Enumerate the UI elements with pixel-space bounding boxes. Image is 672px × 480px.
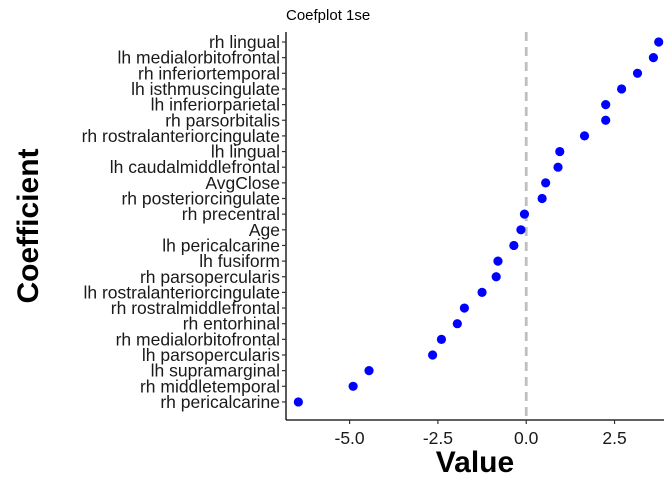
coefficient-point [555, 146, 565, 157]
coefficient-point [553, 162, 563, 172]
coefficient-point [348, 381, 358, 391]
coefficient-point [601, 100, 611, 110]
coefficient-point [601, 115, 611, 125]
coefficient-point [491, 272, 501, 282]
coefficient-point [452, 319, 462, 329]
coefficient-point [648, 53, 659, 63]
y-tick-label: rh parsorbitalis [165, 110, 280, 130]
y-tick-label: lh supramarginal [151, 361, 280, 381]
y-tick-label: lh inferiorparietal [151, 95, 280, 115]
y-tick-label: Age [249, 220, 280, 240]
coefficient-point [493, 256, 503, 266]
y-tick-label: lh lingual [211, 142, 280, 162]
y-tick-label: rh rostralmiddlefrontal [111, 298, 280, 318]
coefficient-point [541, 178, 551, 188]
y-tick-label: rh pericalcarine [160, 392, 280, 412]
coefficient-point [617, 84, 627, 94]
coefficient-point [459, 303, 470, 313]
y-tick-label: rh middletemporal [140, 376, 280, 396]
y-axis-title: Coefficient [12, 148, 45, 303]
x-tick-label: -5.0 [335, 428, 365, 448]
chart-title: Coefplot 1se [286, 7, 370, 24]
y-tick-label: lh caudalmiddlefrontal [110, 157, 280, 177]
coefficient-point [293, 397, 303, 407]
coefficient-point [519, 209, 530, 219]
coefficient-point [632, 68, 643, 78]
y-tick-label: lh rostralanteriorcingulate [84, 282, 281, 302]
coefficient-point [509, 240, 519, 251]
y-tick-label: lh parsopercularis [142, 345, 280, 365]
y-tick-label: rh lingual [209, 32, 280, 52]
y-tick-label: lh medialorbitofrontal [118, 48, 280, 68]
x-tick-label: 2.5 [602, 428, 626, 448]
y-tick-label: rh precentral [182, 204, 280, 224]
coefficient-point [516, 225, 526, 235]
coefficient-point [537, 193, 547, 204]
y-tick-label: rh inferiortemporal [138, 63, 280, 83]
plot-area [293, 32, 664, 420]
y-tick-label: rh medialorbitofrontal [116, 329, 280, 349]
y-tick-label: rh parsopercularis [140, 267, 280, 287]
y-tick-label: lh isthmuscingulate [131, 79, 280, 99]
y-tick-label: lh pericalcarine [162, 235, 280, 255]
x-tick-label: -2.5 [423, 428, 453, 448]
coefficient-point [477, 287, 487, 297]
y-tick-label: rh entorhinal [183, 314, 280, 334]
y-tick-label: AvgClose [205, 173, 280, 193]
x-axis-title: Value [436, 446, 514, 479]
coefficient-point [436, 334, 447, 344]
coefficient-point [579, 131, 590, 141]
x-tick-label: 0.0 [514, 428, 539, 448]
y-tick-label: lh fusiform [199, 251, 280, 271]
coefficient-point [364, 366, 374, 376]
y-tick-label: rh posteriorcingulate [121, 189, 280, 209]
coefficient-point [654, 37, 664, 47]
coefficient-point [428, 350, 438, 360]
y-tick-label: rh rostralanteriorcingulate [82, 126, 280, 146]
